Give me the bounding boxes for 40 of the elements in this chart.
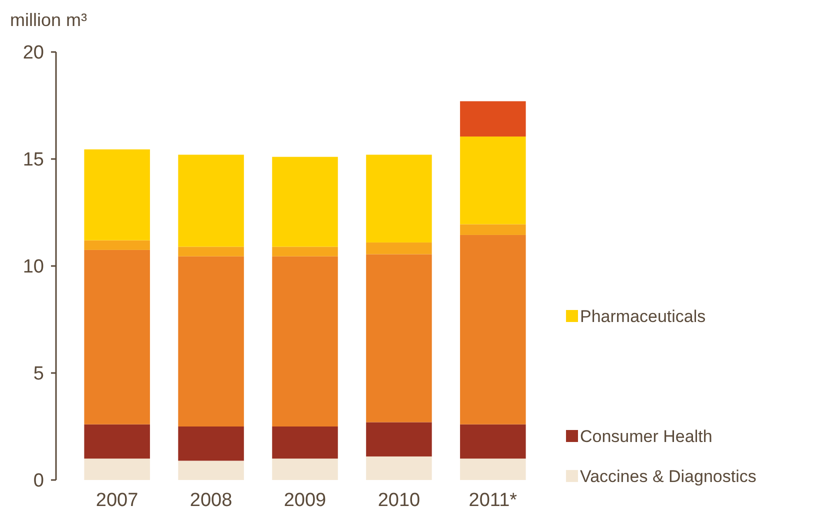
bar (84, 458, 150, 480)
bar (84, 240, 150, 250)
y-axis-title: million m³ (10, 10, 88, 30)
bar (366, 154, 432, 242)
bar (460, 458, 526, 480)
x-tick-label: 2007 (96, 490, 138, 511)
bar (460, 234, 526, 424)
bar (178, 460, 244, 480)
y-tick-label: 15 (22, 150, 44, 171)
y-tick-label: 10 (22, 256, 44, 278)
bar (178, 246, 244, 256)
y-tick-label: 5 (33, 364, 44, 385)
bar (366, 422, 432, 456)
bar (84, 250, 150, 424)
bar (272, 426, 338, 459)
bar (460, 101, 526, 137)
x-tick-label: 2010 (378, 490, 420, 511)
bar (178, 426, 244, 461)
bar (272, 458, 338, 480)
bar (178, 154, 244, 247)
bar (272, 256, 338, 426)
bar (84, 149, 150, 240)
y-tick-label: 20 (22, 42, 44, 64)
x-tick-label: 2011* (468, 490, 518, 511)
bar (272, 156, 338, 247)
bar (366, 254, 432, 422)
x-tick-label: 2008 (190, 490, 232, 511)
bar (366, 242, 432, 254)
bar (460, 424, 526, 459)
bar (178, 256, 244, 426)
legend-label: Consumer Health (580, 426, 712, 446)
y-tick-label: 0 (33, 470, 44, 492)
x-tick-label: 2009 (284, 490, 326, 511)
bar (460, 136, 526, 224)
bar (366, 456, 432, 480)
legend-label: Pharmaceuticals (580, 306, 706, 326)
bar (272, 246, 338, 256)
legend-label: Vaccines & Diagnostics (580, 466, 756, 486)
bar (84, 424, 150, 459)
bar (460, 224, 526, 235)
